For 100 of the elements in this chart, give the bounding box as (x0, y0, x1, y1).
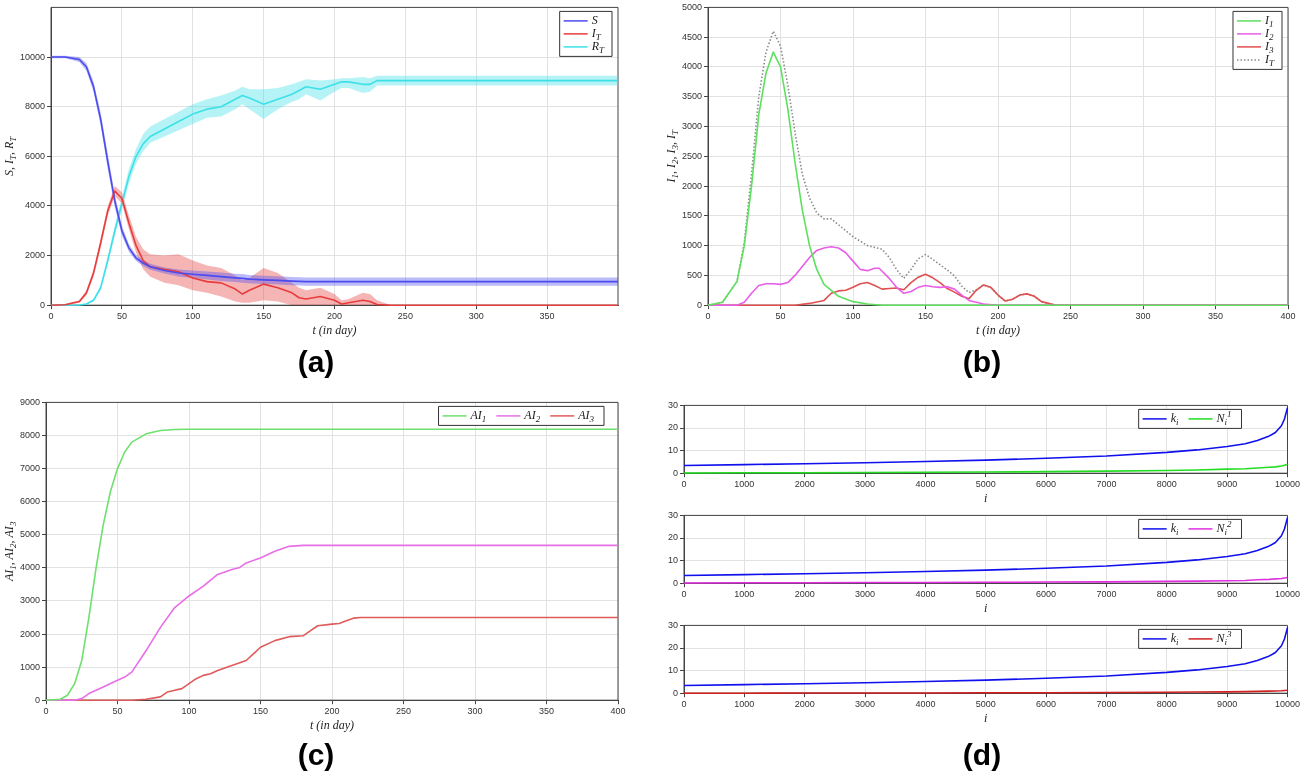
y-tick-label: 10000 (20, 51, 46, 62)
y-tick-label: 7000 (19, 463, 41, 474)
y-tick-label: 6000 (19, 496, 41, 507)
x-tick-label: 250 (1062, 311, 1079, 322)
x-tick-label: 3000 (855, 699, 876, 710)
x-tick-label: 0 (705, 311, 711, 322)
x-tick-label: 9000 (1217, 479, 1238, 490)
x-tick-label: 10000 (1274, 589, 1300, 600)
x-tick-label: 1000 (734, 699, 755, 710)
y-tick-label: 4000 (19, 562, 41, 573)
y-axis-title: S, IT, RT (2, 135, 18, 176)
legend-label: S (591, 13, 598, 28)
y-tick-label: 30 (668, 619, 679, 630)
y-tick-label: 8000 (19, 429, 41, 440)
y-tick-label: 0 (673, 577, 679, 588)
x-tick-label: 4000 (915, 479, 936, 490)
x-tick-label: 150 (918, 311, 934, 322)
x-axis-title: t (in day) (976, 323, 1021, 338)
x-tick-label: 100 (181, 706, 197, 717)
x-tick-label: 400 (610, 706, 626, 717)
x-tick-label: 200 (990, 311, 1006, 322)
x-tick-label: 3000 (855, 479, 876, 490)
y-tick-label: 4000 (681, 61, 703, 72)
x-tick-label: 350 (538, 706, 555, 717)
y-tick-label: 20 (668, 422, 679, 433)
y-tick-label: 3000 (681, 121, 703, 131)
y-tick-label: 0 (673, 687, 679, 698)
x-tick-label: 10000 (1274, 699, 1300, 710)
y-tick-label: 2500 (681, 150, 703, 161)
y-tick-label: 10 (668, 445, 679, 456)
y-tick-label: 30 (668, 509, 679, 520)
x-tick-label: 1000 (734, 589, 755, 600)
x-tick-label: 5000 (975, 479, 996, 490)
x-tick-label: 10000 (1274, 479, 1300, 490)
x-axis-title: t (in day) (310, 718, 355, 733)
x-tick-label: 1000 (734, 479, 755, 490)
x-tick-label: 5000 (975, 589, 996, 600)
text: (b) (961, 345, 1003, 379)
y-tick-label: 1500 (681, 210, 703, 221)
y-tick-label: 0 (40, 299, 46, 310)
x-axis-title: i (984, 601, 988, 616)
x-tick-label: 200 (324, 706, 340, 717)
y-tick-label: 3500 (681, 91, 703, 102)
x-tick-label: 8000 (1156, 699, 1177, 710)
x-axis-title: i (984, 711, 988, 726)
x-tick-label: 4000 (915, 699, 936, 710)
x-axis-title: t (in day) (312, 323, 357, 338)
x-axis-title: i (984, 491, 988, 506)
x-tick-label: 50 (775, 311, 786, 322)
x-tick-label: 100 (185, 311, 201, 322)
y-tick-label: 6000 (25, 150, 46, 161)
x-tick-label: 350 (539, 311, 555, 322)
y-tick-label: 0 (673, 467, 679, 478)
y-tick-label: 2000 (19, 628, 41, 639)
x-tick-label: 150 (256, 311, 272, 322)
x-tick-label: 300 (468, 311, 484, 322)
y-tick-label: 20 (668, 532, 679, 543)
x-tick-label: 2000 (794, 589, 815, 600)
x-tick-label: 4000 (915, 589, 936, 600)
text: (a) (296, 345, 336, 379)
x-tick-label: 400 (1280, 311, 1296, 322)
y-tick-label: 4500 (681, 31, 703, 42)
y-tick-label: 2000 (681, 180, 703, 191)
y-tick-label: 20 (668, 642, 679, 653)
x-tick-label: 0 (48, 311, 54, 322)
x-tick-label: 6000 (1036, 699, 1057, 710)
y-tick-label: 2000 (25, 250, 46, 261)
x-tick-label: 7000 (1096, 589, 1117, 600)
x-tick-label: 300 (1135, 311, 1151, 322)
y-tick-label: 9000 (19, 396, 41, 407)
x-tick-label: 150 (253, 706, 269, 717)
y-tick-label: 4000 (25, 200, 46, 211)
text: (d) (961, 738, 1003, 772)
x-tick-label: 7000 (1096, 479, 1117, 490)
x-tick-label: 7000 (1096, 699, 1117, 710)
text: (c) (296, 738, 336, 772)
y-tick-label: 0 (697, 299, 703, 310)
x-tick-label: 100 (845, 311, 861, 322)
x-tick-label: 6000 (1036, 479, 1057, 490)
x-tick-label: 6000 (1036, 589, 1057, 600)
x-tick-label: 50 (112, 706, 123, 717)
x-tick-label: 2000 (794, 699, 815, 710)
y-tick-label: 10 (668, 555, 679, 566)
x-tick-label: 5000 (975, 699, 996, 710)
y-axis-title: AI1, AI2, AI3 (2, 521, 18, 583)
x-tick-label: 3000 (855, 589, 876, 600)
x-tick-label: 9000 (1217, 589, 1238, 600)
x-tick-label: 350 (1207, 311, 1224, 322)
y-tick-label: 8000 (25, 101, 46, 112)
y-tick-label: 1000 (681, 240, 703, 251)
x-tick-label: 9000 (1217, 699, 1238, 710)
y-axis-title: I1, I2, I3, IT (664, 129, 680, 184)
x-tick-label: 300 (467, 706, 483, 717)
x-tick-label: 250 (397, 311, 413, 322)
x-tick-label: 2000 (794, 479, 815, 490)
y-tick-label: 5000 (681, 1, 703, 12)
x-tick-label: 50 (116, 311, 127, 322)
y-tick-label: 30 (668, 399, 679, 410)
x-tick-label: 250 (395, 706, 412, 717)
y-tick-label: 500 (686, 269, 703, 280)
